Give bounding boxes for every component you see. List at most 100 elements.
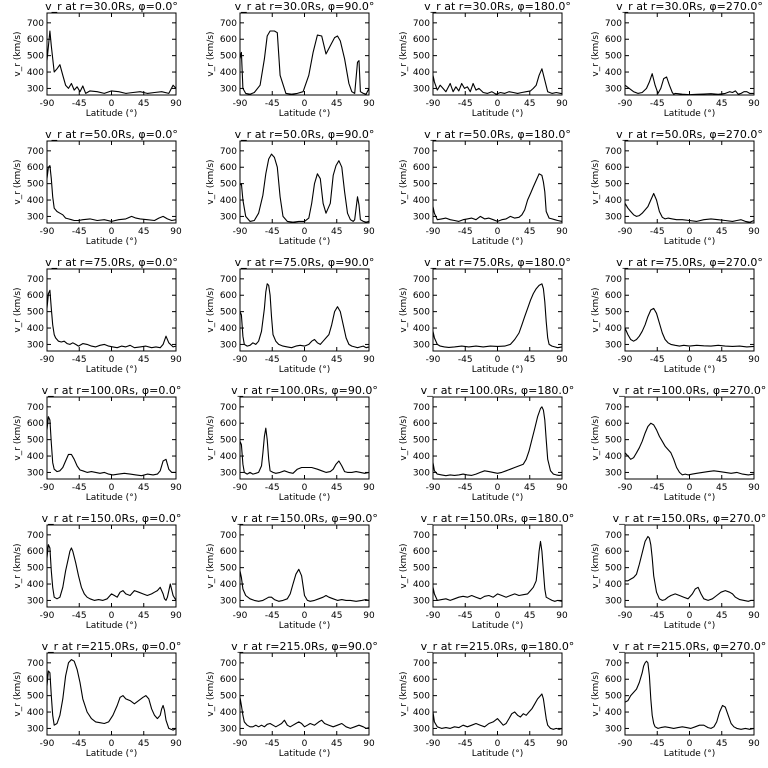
y-tick-label: 400 — [27, 580, 44, 590]
y-tick-label: 700 — [413, 403, 430, 413]
subplot-21: v_r at r=215.0Rs, φ=0.0° -90 -45 0 45 90 300 40… — [13, 640, 182, 759]
subplot-23: v_r at r=215.0Rs, φ=180.0° -90 -45 0 45 90 300… — [399, 640, 574, 759]
y-axis-label: v_r (km/s) — [206, 543, 216, 588]
y-tick-label: 400 — [413, 452, 430, 462]
x-tick-label: -45 — [458, 355, 473, 365]
x-tick-label: -90 — [426, 99, 441, 109]
series-line — [47, 659, 176, 731]
x-tick-label: -90 — [618, 483, 633, 493]
series-line — [433, 540, 562, 602]
x-tick-label: -90 — [233, 739, 248, 749]
y-tick-label: 300 — [220, 84, 237, 94]
x-tick-label: 45 — [716, 739, 727, 749]
x-tick-label: -45 — [650, 739, 665, 749]
x-tick-label: 90 — [748, 227, 760, 237]
y-tick-label: 300 — [220, 468, 237, 478]
x-tick-label: -45 — [458, 483, 473, 493]
y-axis-label: v_r (km/s) — [13, 287, 23, 332]
y-tick-label: 600 — [220, 35, 237, 45]
x-tick-label: -90 — [40, 611, 55, 621]
series-line — [240, 283, 369, 349]
subplot-title: v_r at r=100.0Rs, φ=0.0° — [42, 384, 182, 397]
x-tick-label: 0 — [495, 611, 501, 621]
y-tick-label: 600 — [605, 163, 622, 173]
x-tick-label: -45 — [265, 483, 280, 493]
x-tick-label: -90 — [233, 99, 248, 109]
series-line — [433, 693, 562, 730]
subplot-title: v_r at r=150.0Rs, φ=90.0° — [231, 512, 378, 525]
x-tick-label: -90 — [426, 739, 441, 749]
y-tick-label: 400 — [605, 324, 622, 334]
y-tick-label: 700 — [413, 19, 430, 29]
plot-frame — [624, 12, 755, 96]
x-axis-label: Latitude (°) — [472, 621, 523, 631]
y-tick-label: 700 — [605, 403, 622, 413]
x-tick-label: 45 — [138, 483, 149, 493]
y-axis-label: v_r (km/s) — [399, 31, 409, 76]
x-tick-label: -45 — [458, 99, 473, 109]
x-tick-label: -90 — [426, 227, 441, 237]
y-tick-label: 400 — [605, 68, 622, 78]
series-line — [625, 307, 754, 348]
y-tick-label: 700 — [605, 19, 622, 29]
subplot-title: v_r at r=50.0Rs, φ=90.0° — [235, 128, 375, 141]
y-tick-label: 700 — [413, 531, 430, 541]
series-line — [433, 283, 562, 349]
y-tick-label: 500 — [605, 692, 622, 702]
y-tick-label: 500 — [220, 308, 237, 318]
series-line — [433, 406, 562, 477]
x-tick-label: 0 — [687, 739, 693, 749]
subplot-title: v_r at r=150.0Rs, φ=270.0° — [613, 512, 767, 525]
x-axis-label: Latitude (°) — [279, 237, 330, 247]
y-tick-label: 300 — [413, 468, 430, 478]
x-tick-label: 90 — [363, 483, 375, 493]
subplot-4: v_r at r=30.0Rs, φ=270.0° -90 -45 0 45 90 300 4… — [591, 0, 763, 119]
x-tick-label: -90 — [426, 611, 441, 621]
y-tick-label: 500 — [605, 436, 622, 446]
y-axis-label: v_r (km/s) — [399, 671, 409, 716]
y-tick-label: 500 — [413, 180, 430, 190]
y-tick-label: 400 — [605, 452, 622, 462]
y-tick-label: 600 — [413, 35, 430, 45]
subplot-1: v_r at r=30.0Rs, φ=0.0° -90 -45 0 45 90 300 400… — [13, 0, 182, 119]
x-tick-label: 0 — [687, 227, 693, 237]
x-tick-label: -90 — [426, 355, 441, 365]
x-tick-label: 45 — [716, 99, 727, 109]
y-tick-label: 400 — [27, 452, 44, 462]
subplot-title: v_r at r=75.0Rs, φ=90.0° — [235, 256, 375, 269]
y-tick-label: 500 — [27, 308, 44, 318]
x-tick-label: 90 — [556, 227, 568, 237]
x-tick-label: 0 — [109, 483, 115, 493]
subplot-19: v_r at r=150.0Rs, φ=180.0° -90 -45 0 45 90 300… — [399, 512, 574, 631]
x-tick-label: 45 — [138, 227, 149, 237]
plot-frame — [239, 12, 370, 96]
subplot-11: v_r at r=75.0Rs, φ=180.0° -90 -45 0 45 90 300 4… — [399, 256, 571, 375]
series-line — [433, 68, 562, 95]
x-axis-label: Latitude (°) — [664, 365, 715, 375]
plot-frame — [46, 12, 177, 96]
y-axis-label: v_r (km/s) — [591, 287, 601, 332]
x-tick-label: -90 — [618, 227, 633, 237]
y-tick-label: 400 — [220, 452, 237, 462]
series-line — [240, 30, 369, 95]
plot-frame — [432, 12, 563, 96]
x-tick-label: -90 — [40, 483, 55, 493]
series-line — [240, 153, 369, 223]
y-tick-label: 500 — [413, 564, 430, 574]
x-tick-label: -90 — [618, 99, 633, 109]
x-axis-label: Latitude (°) — [472, 109, 523, 119]
x-axis-label: Latitude (°) — [472, 749, 523, 759]
y-tick-label: 300 — [27, 596, 44, 606]
y-tick-label: 500 — [220, 692, 237, 702]
y-tick-label: 600 — [413, 419, 430, 429]
x-tick-label: -45 — [72, 99, 87, 109]
y-tick-label: 400 — [413, 580, 430, 590]
x-tick-label: 45 — [331, 739, 342, 749]
subplot-title: v_r at r=30.0Rs, φ=270.0° — [616, 0, 763, 13]
x-axis-label: Latitude (°) — [86, 749, 137, 759]
y-tick-label: 300 — [27, 84, 44, 94]
y-tick-label: 600 — [220, 419, 237, 429]
x-tick-label: -90 — [233, 611, 248, 621]
y-tick-label: 700 — [27, 147, 44, 157]
x-axis-label: Latitude (°) — [86, 493, 137, 503]
